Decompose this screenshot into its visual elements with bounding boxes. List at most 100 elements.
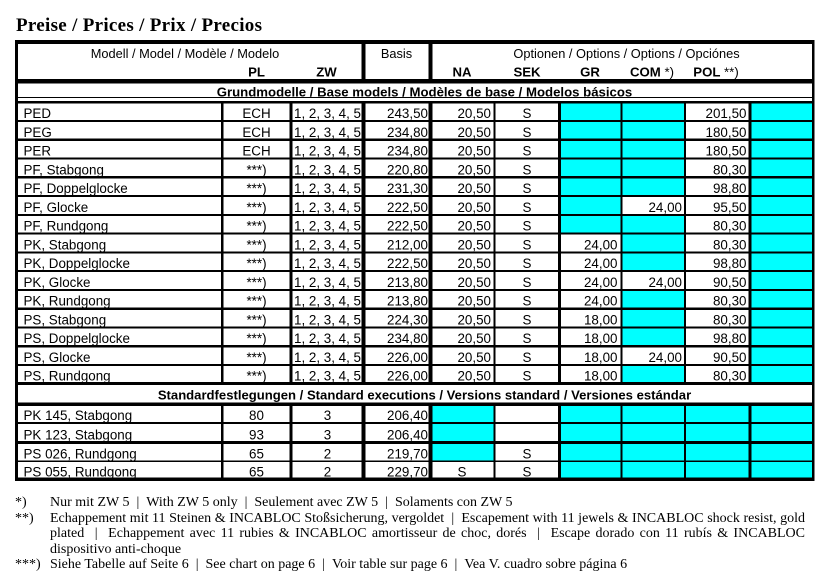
svg-text:1, 2, 3, 4, 5: 1, 2, 3, 4, 5 <box>294 369 361 384</box>
svg-text:***): ***) <box>246 331 266 346</box>
svg-text:20,50: 20,50 <box>457 181 491 196</box>
svg-text:GR: GR <box>580 65 600 80</box>
svg-text:80,30: 80,30 <box>713 219 747 234</box>
svg-text:95,50: 95,50 <box>713 200 747 215</box>
svg-text:PS 026, Rundgong: PS 026, Rundgong <box>24 446 137 461</box>
svg-text:226,00: 226,00 <box>387 350 428 365</box>
svg-text:ECH: ECH <box>242 106 270 121</box>
svg-text:213,80: 213,80 <box>387 275 428 290</box>
svg-text:224,30: 224,30 <box>387 312 428 327</box>
svg-text:PEG: PEG <box>24 125 52 140</box>
svg-text:S: S <box>523 331 532 346</box>
svg-text:243,50: 243,50 <box>387 106 428 121</box>
svg-text:PF, Rundgong: PF, Rundgong <box>24 219 109 234</box>
svg-text:PK, Rundgong: PK, Rundgong <box>24 294 111 309</box>
svg-text:1, 2, 3, 4, 5: 1, 2, 3, 4, 5 <box>294 200 361 215</box>
svg-text:Modell / Model / Modèle / Mode: Modell / Model / Modèle / Modelo <box>91 46 280 61</box>
svg-text:65: 65 <box>249 446 264 461</box>
svg-text:S: S <box>523 312 532 327</box>
svg-text:24,00: 24,00 <box>648 275 682 290</box>
svg-text:PK 145, Stabgong: PK 145, Stabgong <box>24 408 133 423</box>
svg-text:18,00: 18,00 <box>584 369 618 384</box>
svg-text:1, 2, 3, 4, 5: 1, 2, 3, 4, 5 <box>294 256 361 271</box>
svg-text:2: 2 <box>324 446 331 461</box>
svg-text:S: S <box>523 237 532 252</box>
svg-text:24,00: 24,00 <box>648 350 682 365</box>
svg-text:213,80: 213,80 <box>387 294 428 309</box>
svg-text:Standardfestlegungen / Standar: Standardfestlegungen / Standard executio… <box>158 387 691 402</box>
svg-text:20,50: 20,50 <box>457 219 491 234</box>
svg-text:80,30: 80,30 <box>713 369 747 384</box>
svg-text:229,70: 229,70 <box>387 464 428 479</box>
svg-text:Optionen / Options / Options /: Optionen / Options / Options / Opciónes <box>513 46 739 61</box>
svg-text:COM *): COM *) <box>630 65 674 80</box>
svg-text:POL **): POL **) <box>693 65 738 80</box>
svg-text:180,50: 180,50 <box>706 125 747 140</box>
svg-text:24,00: 24,00 <box>584 256 618 271</box>
svg-text:PS, Doppelglocke: PS, Doppelglocke <box>24 331 130 346</box>
svg-text:1, 2, 3, 4, 5: 1, 2, 3, 4, 5 <box>294 181 361 196</box>
svg-text:80,30: 80,30 <box>713 312 747 327</box>
svg-text:1, 2, 3, 4, 5: 1, 2, 3, 4, 5 <box>294 237 361 252</box>
svg-text:20,50: 20,50 <box>457 200 491 215</box>
svg-text:20,50: 20,50 <box>457 369 491 384</box>
svg-text:1, 2, 3, 4, 5: 1, 2, 3, 4, 5 <box>294 350 361 365</box>
svg-text:220,80: 220,80 <box>387 162 428 177</box>
svg-text:226,00: 226,00 <box>387 369 428 384</box>
svg-text:222,50: 222,50 <box>387 219 428 234</box>
svg-text:S: S <box>523 369 532 384</box>
svg-text:PK, Glocke: PK, Glocke <box>24 275 91 290</box>
svg-text:S: S <box>523 106 532 121</box>
svg-text:18,00: 18,00 <box>584 331 618 346</box>
svg-text:1, 2, 3, 4, 5: 1, 2, 3, 4, 5 <box>294 312 361 327</box>
svg-text:80,30: 80,30 <box>713 237 747 252</box>
svg-text:S: S <box>523 219 532 234</box>
svg-text:***): ***) <box>246 162 266 177</box>
svg-text:20,50: 20,50 <box>457 312 491 327</box>
svg-text:1, 2, 3, 4, 5: 1, 2, 3, 4, 5 <box>294 219 361 234</box>
svg-text:24,00: 24,00 <box>584 237 618 252</box>
svg-text:1, 2, 3, 4, 5: 1, 2, 3, 4, 5 <box>294 106 361 121</box>
svg-text:S: S <box>458 464 467 479</box>
svg-text:PK, Stabgong: PK, Stabgong <box>24 237 107 252</box>
svg-text:24,00: 24,00 <box>648 200 682 215</box>
svg-text:212,00: 212,00 <box>387 237 428 252</box>
svg-text:65: 65 <box>249 464 264 479</box>
svg-text:Grundmodelle / Base models / M: Grundmodelle / Base models / Modèles de … <box>217 84 633 99</box>
svg-text:93: 93 <box>249 427 264 442</box>
svg-text:***): ***) <box>246 256 266 271</box>
svg-text:***): ***) <box>246 237 266 252</box>
svg-text:ZW: ZW <box>316 65 337 80</box>
svg-text:S: S <box>523 350 532 365</box>
svg-text:Basis: Basis <box>381 46 412 61</box>
svg-text:222,50: 222,50 <box>387 200 428 215</box>
svg-text:98,80: 98,80 <box>713 181 747 196</box>
svg-text:206,40: 206,40 <box>387 427 428 442</box>
svg-text:PF, Glocke: PF, Glocke <box>24 200 89 215</box>
svg-text:S: S <box>523 256 532 271</box>
svg-text:222,50: 222,50 <box>387 256 428 271</box>
svg-text:20,50: 20,50 <box>457 125 491 140</box>
svg-text:234,80: 234,80 <box>387 125 428 140</box>
svg-text:80: 80 <box>249 408 264 423</box>
svg-text:PS, Glocke: PS, Glocke <box>24 350 91 365</box>
svg-text:1, 2, 3, 4, 5: 1, 2, 3, 4, 5 <box>294 144 361 159</box>
svg-text:PF, Doppelglocke: PF, Doppelglocke <box>24 181 128 196</box>
svg-text:***): ***) <box>246 294 266 309</box>
svg-text:***): ***) <box>246 275 266 290</box>
svg-text:90,50: 90,50 <box>713 350 747 365</box>
svg-text:80,30: 80,30 <box>713 162 747 177</box>
svg-text:20,50: 20,50 <box>457 331 491 346</box>
svg-text:S: S <box>523 162 532 177</box>
svg-text:20,50: 20,50 <box>457 106 491 121</box>
svg-text:S: S <box>523 125 532 140</box>
svg-text:1, 2, 3, 4, 5: 1, 2, 3, 4, 5 <box>294 162 361 177</box>
svg-text:S: S <box>523 446 532 461</box>
svg-text:PF, Stabgong: PF, Stabgong <box>24 162 104 177</box>
svg-text:2: 2 <box>324 464 331 479</box>
svg-text:ECH: ECH <box>242 125 270 140</box>
svg-text:20,50: 20,50 <box>457 144 491 159</box>
svg-text:1, 2, 3, 4, 5: 1, 2, 3, 4, 5 <box>294 275 361 290</box>
svg-text:98,80: 98,80 <box>713 331 747 346</box>
svg-text:PER: PER <box>24 144 52 159</box>
